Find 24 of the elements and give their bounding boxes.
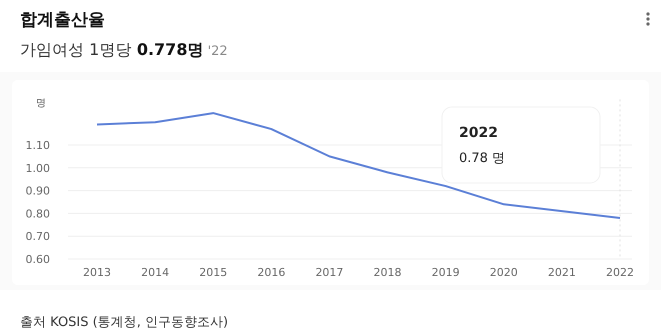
y-axis-title: 명 xyxy=(36,98,46,109)
x-tick-label: 2019 xyxy=(432,266,460,279)
y-tick-label: 0.70 xyxy=(26,230,50,244)
x-tick-label: 2018 xyxy=(374,266,402,279)
y-tick-label: 0.80 xyxy=(26,207,50,220)
x-tick-label: 2021 xyxy=(548,266,576,279)
annotation: 0.78 명 xyxy=(459,151,506,166)
chart-title: 합계출산율 xyxy=(20,10,105,30)
y-tick-label: 0.90 xyxy=(26,184,50,198)
y-tick-label: 1.10 xyxy=(26,139,50,152)
source-note: 출처 KOSIS (통계청, 인구동향조사) xyxy=(20,315,228,330)
x-tick-label: 2020 xyxy=(490,266,518,279)
x-tick-label: 2014 xyxy=(141,266,170,279)
x-tick-label: 2022 xyxy=(606,266,634,279)
x-tick-label: 2017 xyxy=(315,266,344,279)
line-series xyxy=(96,112,621,219)
x-tick-label: 2016 xyxy=(257,266,286,279)
y-tick-label: 0.60 xyxy=(26,253,50,266)
tooltip: 2022 0.78 명 xyxy=(442,106,600,184)
x-tick-label: 2015 xyxy=(199,266,228,279)
chart-subtitle: 가임여성 1명당 0.778명 '22 xyxy=(20,40,228,59)
y-tick-label: 1.00 xyxy=(26,162,50,175)
x-tick-label: 2013 xyxy=(83,266,111,279)
annotation: 2022 xyxy=(459,125,498,141)
